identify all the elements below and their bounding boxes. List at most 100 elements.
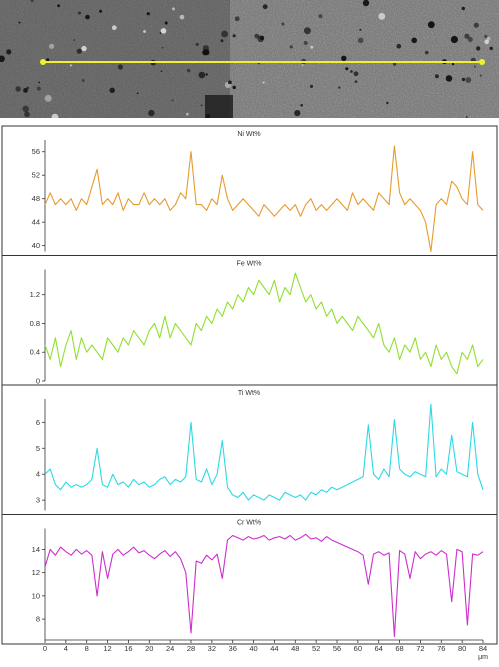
micrograph-spot [22,105,30,113]
micrograph-spot [26,86,30,90]
micrograph-spot [146,12,150,16]
x-tick-label: 8 [85,644,89,653]
x-tick-label: 40 [249,644,257,653]
micrograph-spot [262,81,265,84]
y-tick-label: 44 [32,218,40,227]
y-tick-label: 48 [32,194,40,203]
y-tick-label: 12 [32,568,40,577]
micrograph-spot [38,81,41,84]
micrograph-spot [69,64,72,67]
micrograph-spot [465,116,468,118]
chart-title: Cr Wt% [237,520,261,527]
x-tick-label: 12 [103,644,111,653]
micrograph-spot [289,45,293,49]
micrograph-spot [345,67,349,71]
micrograph-spot [24,111,30,118]
micrograph-spot [484,39,490,45]
micrograph-spot [445,75,453,82]
micrograph-spot [386,101,389,105]
y-tick-label: 5 [36,444,40,453]
micrograph-spot [161,46,164,49]
micrograph-spot [186,68,191,73]
x-tick-label: 52 [312,644,320,653]
micrograph-spot [0,55,5,63]
micrograph-spot [262,4,268,10]
x-tick-label: 4 [64,644,68,653]
micrograph-spot [99,9,103,13]
chart-panel-0: Ni Wt% 40 44 48 52 56 [1,125,498,256]
micrograph-spot [36,86,41,91]
micrograph-spot [200,104,203,107]
micrograph-spot [171,99,174,102]
micrograph-spot [281,22,285,26]
x-axis-unit: μm [478,654,488,661]
y-tick-label: 10 [32,591,40,600]
micrograph-spot [164,21,168,25]
micrograph-spot [220,39,224,43]
micrograph-spot [228,80,232,85]
micrograph-spot [359,28,362,31]
scan-line [40,59,485,65]
y-tick-label: 6 [36,418,40,427]
x-tick-label: 0 [43,644,47,653]
series-line-0 [44,145,484,253]
micrograph-spot [117,64,123,70]
x-tick-label: 36 [229,644,237,653]
x-tick-label: 48 [291,644,299,653]
y-tick-label: 1.2 [30,290,40,299]
micrograph-spot [357,37,364,44]
micrograph-spot [473,22,479,28]
micrograph-spot [51,113,59,118]
micrograph-spot [179,14,185,20]
micrograph-spot [44,94,52,102]
micrograph-spot [301,64,304,66]
series-line-1 [44,272,484,375]
x-tick-label: 20 [145,644,153,653]
micrograph-spot [303,27,311,35]
micrograph-spot [489,46,493,51]
x-tick-label: 56 [333,644,341,653]
micrograph-spot [338,86,341,89]
micrograph-spot [172,7,175,11]
micrograph-spot [6,49,12,55]
chart-panel-2: Ti Wt% 3 4 5 6 [1,384,498,515]
micrograph-spot [341,55,347,61]
micrograph-spot [159,32,162,34]
micrograph-spot [427,21,435,29]
micrograph-spot [318,14,323,19]
micrograph-spot [473,65,477,68]
micrograph-spot [467,37,473,42]
x-tick-label: 64 [375,644,383,653]
micrograph-spot [205,114,211,118]
micrograph-spot [294,110,301,117]
y-tick-label: 8 [36,615,40,624]
micrograph-spot [378,12,386,20]
micrograph-spot [465,77,472,83]
micrograph-spot [160,28,167,34]
x-tick-label: 24 [166,644,174,653]
series-line-2 [44,403,484,501]
micrograph-spot [259,35,265,41]
micrograph-spot [232,85,236,90]
micrograph-spot [15,86,21,92]
chart-title: Fe Wt% [237,261,262,268]
panel-frame [1,384,498,515]
x-axis: 0 4 8 12 16 20 24 28 32 36 40 44 48 52 56 60 64 68 72 76 80 8… [43,639,488,661]
micrograph-spot [18,21,21,24]
micrograph-spot [396,43,402,49]
y-tick-label: 0.4 [30,348,40,357]
micrograph-spot [254,33,260,39]
micrograph-spot [303,41,308,45]
x-tick-label: 44 [270,644,278,653]
micrograph-spot [23,88,28,93]
micrograph-spot [160,70,163,72]
micrograph-spot [411,37,418,44]
micrograph-spot [309,84,314,88]
micrograph-spot [353,71,359,77]
y-tick-label: 0.8 [30,319,40,328]
y-tick-label: 4 [36,470,40,479]
micrograph-spot [232,34,236,38]
y-tick-label: 52 [32,171,40,180]
panel-frame [1,255,498,386]
micrograph-spot [46,58,50,62]
